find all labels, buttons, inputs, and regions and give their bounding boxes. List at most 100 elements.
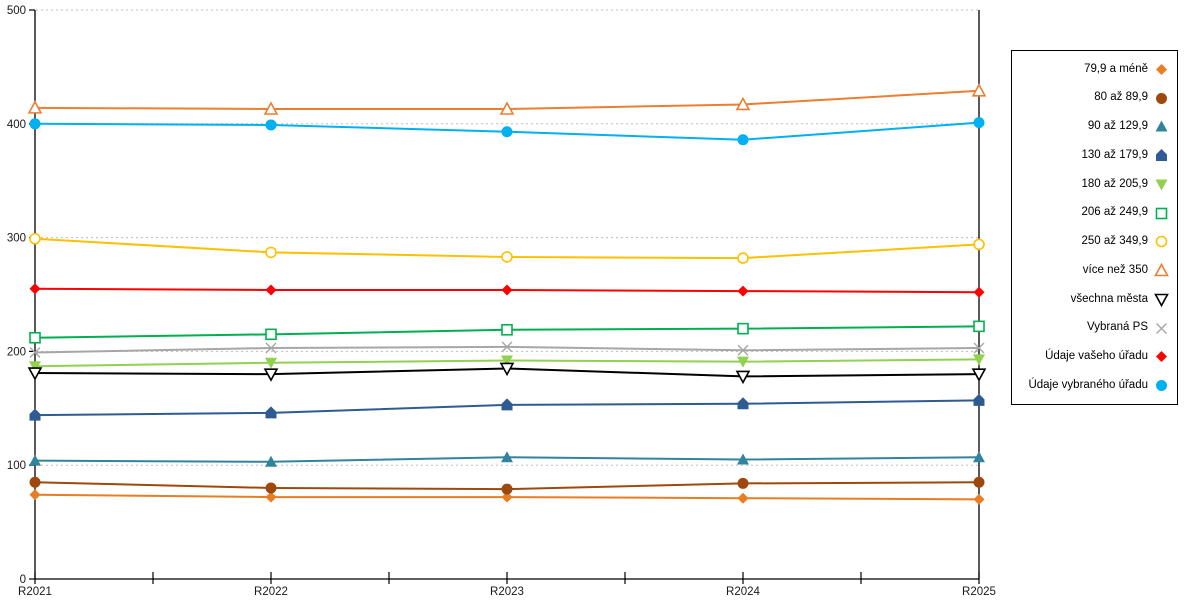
circle-filled-icon xyxy=(29,476,41,488)
diamond-filled-icon xyxy=(29,489,41,501)
pentagon-filled-icon xyxy=(29,408,41,421)
gridlines xyxy=(36,9,979,466)
circle-open-icon xyxy=(265,246,277,259)
triangle-down-filled-icon xyxy=(265,357,277,369)
y-axis-tick-label: 100 xyxy=(7,460,26,472)
legend-item-label: Údaje vašeho úřadu xyxy=(1045,350,1148,363)
y-axis-tick-label: 500 xyxy=(7,5,26,17)
triangle-down-open-icon xyxy=(499,362,515,377)
legend-item-label: 80 až 89,9 xyxy=(1094,91,1148,104)
circle-filled-icon xyxy=(973,117,985,129)
triangle-up-open-icon xyxy=(971,83,987,97)
x-icon xyxy=(973,342,985,354)
series-10 xyxy=(29,283,985,298)
pentagon-filled-icon xyxy=(973,393,985,406)
square-open-icon xyxy=(973,320,985,333)
circle-filled-icon xyxy=(265,119,277,131)
legend-item: 79,9 a méně xyxy=(1012,55,1177,84)
series-0 xyxy=(29,489,985,505)
circle-filled-icon xyxy=(501,126,513,138)
series-7 xyxy=(27,83,987,115)
square-open-icon xyxy=(737,322,749,335)
x-axis-tick-label: R2021 xyxy=(18,586,52,598)
circle-filled-icon xyxy=(1156,92,1167,104)
diamond-filled-icon xyxy=(973,286,985,298)
triangle-down-filled-icon xyxy=(29,361,41,373)
pentagon-filled-icon xyxy=(1156,149,1167,162)
circle-filled-icon xyxy=(737,477,749,489)
circle-filled-icon xyxy=(1156,380,1167,392)
axes: 0 100 200 300 400 500 R2021 R2022 R2023 R2024 R202… xyxy=(7,5,996,598)
triangle-up-filled-icon xyxy=(265,455,277,467)
x-icon xyxy=(501,341,513,353)
triangle-down-filled-icon xyxy=(1155,179,1168,191)
triangle-up-open-icon xyxy=(1154,263,1169,277)
y-axis-tick-label: 200 xyxy=(7,346,26,358)
x-icon xyxy=(1156,322,1167,334)
triangle-up-open-icon xyxy=(263,101,279,115)
series-5 xyxy=(29,320,985,344)
triangle-down-open-icon xyxy=(1154,293,1169,307)
circle-open-icon xyxy=(973,238,985,251)
square-open-icon xyxy=(29,331,41,344)
diamond-filled-icon xyxy=(1156,63,1167,75)
diamond-filled-icon xyxy=(1156,351,1167,363)
series-2 xyxy=(29,451,985,467)
legend-item: 130 až 179,9 xyxy=(1012,141,1177,170)
legend: 79,9 a méně 80 až 89,9 90 až 129,9 130 až 1… xyxy=(1011,50,1178,405)
triangle-down-filled-icon xyxy=(973,354,985,366)
legend-item-label: Údaje vybraného úřadu xyxy=(1028,378,1148,391)
legend-item-label: 79,9 a méně xyxy=(1084,62,1148,75)
legend-item-label: 250 až 349,9 xyxy=(1081,235,1148,248)
triangle-down-open-icon xyxy=(735,370,751,385)
pentagon-filled-icon xyxy=(265,406,277,419)
triangle-down-open-icon xyxy=(263,368,279,382)
legend-item-label: 130 až 179,9 xyxy=(1081,148,1148,161)
series-4 xyxy=(29,354,985,373)
diamond-filled-icon xyxy=(265,284,277,296)
triangle-up-open-icon xyxy=(1154,263,1169,277)
triangle-up-filled-icon xyxy=(973,451,985,463)
x-icon xyxy=(29,347,41,359)
x-axis-tick-label: R2024 xyxy=(726,586,760,598)
diamond-filled-icon xyxy=(973,493,985,505)
legend-item: 80 až 89,9 xyxy=(1012,84,1177,113)
circle-open-icon xyxy=(1155,236,1168,248)
legend-item-label: 90 až 129,9 xyxy=(1087,120,1148,133)
square-open-icon xyxy=(1155,207,1168,219)
x-axis-tick-label: R2022 xyxy=(254,586,288,598)
circle-open-icon xyxy=(737,252,749,264)
series-9 xyxy=(29,341,985,359)
circle-filled-icon xyxy=(1156,92,1167,104)
triangle-down-open-icon xyxy=(971,368,987,382)
diamond-filled-icon xyxy=(1156,351,1167,363)
legend-item-label: 206 až 249,9 xyxy=(1081,206,1148,219)
legend-item-label: více než 350 xyxy=(1082,263,1148,276)
series-8 xyxy=(27,362,987,385)
x-icon xyxy=(1156,322,1167,334)
legend-item: Vybraná PS xyxy=(1012,314,1177,343)
triangle-up-filled-icon xyxy=(1155,120,1168,132)
x-icon xyxy=(265,342,277,354)
circle-filled-icon xyxy=(737,134,749,146)
pentagon-filled-icon xyxy=(737,397,749,410)
triangle-down-open-icon xyxy=(1154,293,1169,307)
legend-item: Údaje vašeho úřadu xyxy=(1012,343,1177,372)
legend-item: 206 až 249,9 xyxy=(1012,199,1177,228)
circle-open-icon xyxy=(29,232,41,245)
triangle-up-open-icon xyxy=(499,101,515,115)
legend-item: 180 až 205,9 xyxy=(1012,170,1177,199)
triangle-up-filled-icon xyxy=(1155,120,1168,132)
series-3 xyxy=(29,393,985,421)
x-icon xyxy=(737,344,749,356)
triangle-down-filled-icon xyxy=(737,356,749,368)
triangle-up-filled-icon xyxy=(501,451,513,463)
legend-item: 250 až 349,9 xyxy=(1012,228,1177,257)
legend-item-label: 180 až 205,9 xyxy=(1081,177,1148,190)
triangle-up-open-icon xyxy=(735,96,751,111)
series-6 xyxy=(29,232,985,264)
triangle-up-filled-icon xyxy=(737,453,749,465)
diamond-filled-icon xyxy=(265,491,277,503)
series-1 xyxy=(29,476,985,495)
